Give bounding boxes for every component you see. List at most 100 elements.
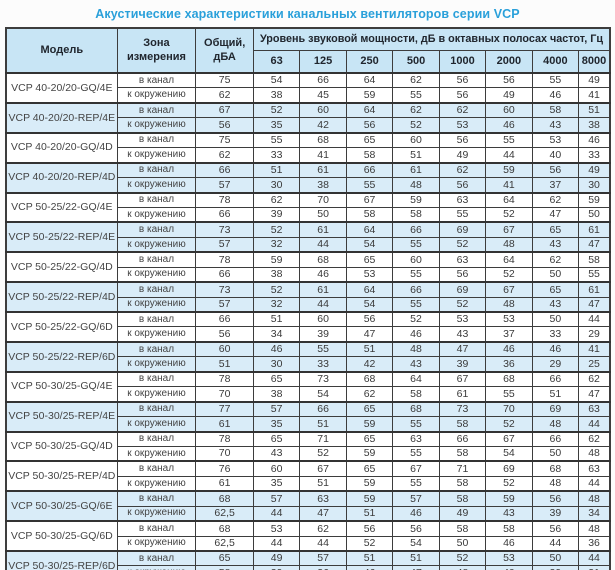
band-value-cell: 59 — [578, 191, 611, 208]
band-value-cell: 63 — [578, 400, 611, 418]
band-value-cell: 49 — [578, 72, 611, 89]
total-dba-cell: 73 — [195, 221, 254, 238]
band-value-cell: 48 — [578, 490, 611, 507]
model-cell: VCP 50-30/25-GQ/4D — [5, 430, 118, 462]
zone-cell: в канал — [116, 340, 197, 358]
band-value-cell: 67 — [299, 460, 347, 477]
band-value-cell: 47 — [578, 236, 611, 253]
band-value-cell: 54 — [485, 445, 533, 462]
band-value-cell: 41 — [485, 177, 533, 193]
table-row: VCP 50-30/25-GQ/4D в канал 78 65 71 65 63 66 67 6… — [5, 430, 611, 462]
table-row: VCP 40-20/20-REP/4E в канал 67 52 60 64 62 62 60… — [5, 101, 611, 134]
band-value-cell: 52 — [438, 236, 487, 253]
table-row: VCP 40-20/20-GQ/4D в канал 75 55 68 65 60 56 55 5… — [5, 131, 611, 164]
band-value-cell: 67 — [485, 221, 533, 238]
zone-cell: в канал — [116, 460, 197, 477]
zone-cell: к окружению — [116, 177, 197, 193]
band-value-cell: 64 — [392, 370, 440, 388]
band-value-cell: 62 — [578, 370, 611, 388]
zone-cell: в канал — [116, 430, 197, 447]
zone-cell: в канал — [116, 550, 197, 567]
band-value-cell: 47 — [345, 326, 394, 343]
band-value-cell: 55 — [392, 416, 440, 432]
band-value-cell: 44 — [578, 311, 611, 328]
total-dba-cell: 68 — [195, 520, 254, 537]
band-value-cell: 30 — [252, 177, 301, 193]
band-value-cell: 50 — [531, 550, 580, 567]
band-value-cell: 62 — [345, 386, 394, 403]
band-value-cell: 65 — [345, 251, 394, 268]
freq-header-4000: 4000 — [531, 50, 580, 74]
band-value-cell: 66 — [531, 370, 580, 388]
band-value-cell: 46 — [578, 131, 611, 149]
band-value-cell: 58 — [392, 206, 440, 223]
band-value-cell: 44 — [485, 147, 533, 164]
band-value-cell: 29 — [531, 356, 580, 373]
band-value-cell: 65 — [345, 131, 394, 149]
total-dba-cell: 66 — [195, 311, 254, 328]
band-value-cell: 52 — [392, 311, 440, 328]
band-value-cell: 46 — [485, 340, 533, 358]
band-value-cell: 48 — [485, 296, 533, 313]
total-dba-cell: 78 — [195, 191, 254, 208]
total-dba-cell: 66 — [195, 161, 254, 179]
zone-cell: в канал — [116, 281, 197, 298]
band-value-cell: 58 — [578, 251, 611, 268]
model-cell: VCP 50-30/25-GQ/4E — [5, 370, 118, 403]
band-value-cell: 59 — [485, 490, 533, 507]
band-value-cell: 61 — [392, 161, 440, 179]
total-dba-cell: 51 — [195, 356, 254, 373]
zone-cell: к окружению — [116, 296, 197, 313]
band-value-cell: 59 — [485, 161, 533, 179]
freq-header-125: 125 — [299, 50, 347, 74]
band-value-cell: 65 — [531, 281, 580, 298]
zone-cell: в канал — [116, 400, 197, 418]
band-value-cell: 46 — [345, 565, 394, 570]
table-row: к окружению 51 30 33 42 43 39 36 29 25 — [6, 356, 611, 373]
band-value-cell: 62 — [438, 101, 487, 119]
total-dba-cell: 70 — [195, 386, 254, 403]
band-value-cell: 49 — [252, 550, 301, 567]
table-row: VCP 50-25/22-GQ/6D в канал 66 51 60 56 52 53 53 5… — [5, 311, 611, 343]
zone-cell: к окружению — [116, 147, 197, 164]
zone-cell: к окружению — [116, 535, 197, 552]
freq-header-250: 250 — [345, 50, 394, 74]
band-value-cell: 49 — [578, 161, 611, 179]
total-dba-cell: 62,5 — [195, 535, 254, 552]
band-value-cell: 66 — [392, 281, 440, 298]
total-dba-cell: 76 — [195, 460, 254, 477]
zone-cell: к окружению — [116, 206, 197, 223]
band-value-cell: 38 — [252, 386, 301, 403]
band-value-cell: 59 — [392, 191, 440, 208]
band-value-cell: 51 — [345, 550, 394, 567]
band-value-cell: 55 — [485, 386, 533, 403]
band-value-cell: 68 — [485, 370, 533, 388]
model-cell: VCP 50-25/22-REP/4E — [5, 221, 118, 253]
total-dba-cell: 66 — [195, 266, 254, 283]
table-row: VCP 50-30/25-GQ/4E в канал 78 65 73 68 64 67 68 6… — [5, 370, 611, 403]
zone-cell: к окружению — [116, 117, 197, 134]
band-value-cell: 52 — [485, 206, 533, 223]
band-value-cell: 55 — [392, 266, 440, 283]
table-row: VCP 50-30/25-REP/6D в канал 65 49 57 51 51 52 53… — [5, 550, 611, 570]
band-value-cell: 39 — [531, 565, 580, 570]
band-value-cell: 41 — [578, 340, 611, 358]
table-row: VCP 40-20/20-GQ/4E в канал 75 54 66 64 62 56 56 5… — [5, 72, 611, 104]
table-row: к окружению 56 35 42 56 52 53 46 43 38 — [6, 117, 611, 134]
table-row: VCP 50-25/22-REP/6D в канал 60 46 55 51 48 47 46… — [5, 340, 611, 373]
band-value-cell: 56 — [345, 311, 394, 328]
band-value-cell: 39 — [531, 505, 580, 522]
band-value-cell: 65 — [252, 370, 301, 388]
band-value-cell: 63 — [299, 490, 347, 507]
band-value-cell: 64 — [345, 281, 394, 298]
band-value-cell: 47 — [578, 296, 611, 313]
model-cell: VCP 50-30/25-REP/4D — [5, 460, 118, 492]
table-row: к окружению 61 35 51 59 55 58 52 48 44 — [6, 475, 611, 492]
total-dba-cell: 62 — [195, 147, 254, 164]
band-value-cell: 73 — [299, 370, 347, 388]
total-dba-cell: 68 — [195, 490, 254, 507]
band-value-cell: 40 — [531, 147, 580, 164]
total-dba-cell: 75 — [195, 131, 254, 149]
band-value-cell: 45 — [299, 87, 347, 104]
